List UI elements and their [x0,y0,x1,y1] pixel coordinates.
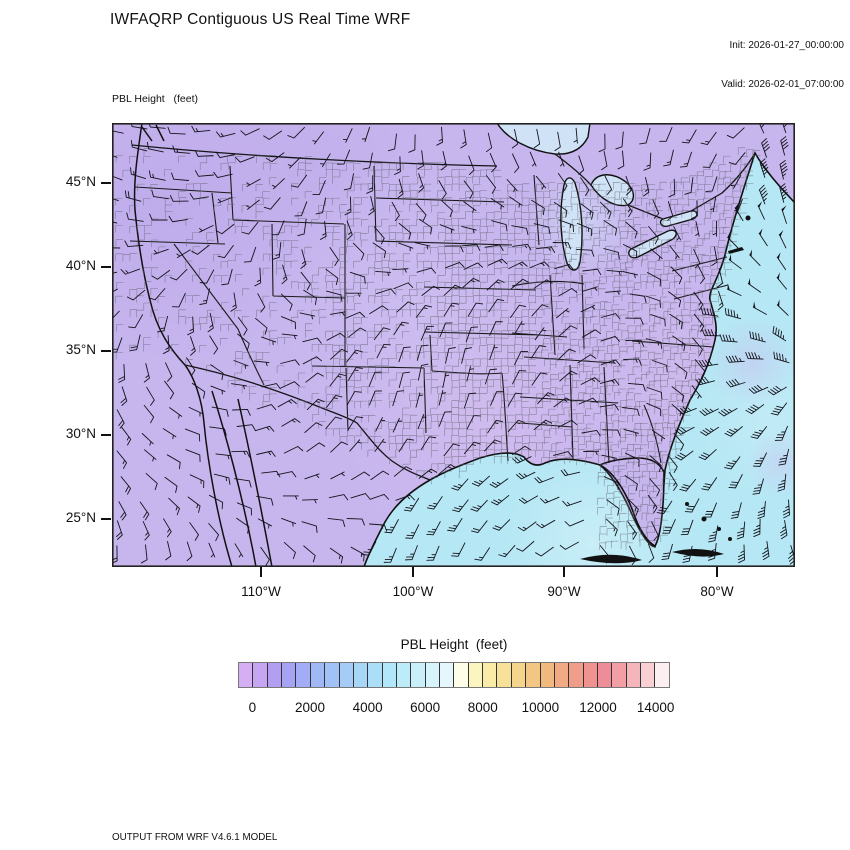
colorbar-cell [526,663,541,687]
colorbar-tick-label: 4000 [352,700,383,715]
lon-tick-label: 110°W [241,584,281,599]
colorbar-cell [353,663,369,687]
lat-tick-label: 40°N [65,258,96,273]
colorbar-cell [612,663,627,687]
footer-model-line: OUTPUT FROM WRF V4.6.1 MODEL [112,831,278,843]
colorbar-cell [296,663,311,687]
map-border [112,123,796,567]
lat-tick-label: 30°N [65,426,96,441]
colorbar-cell [325,663,340,687]
field-label-pbl-height: PBL Height (feet) [112,93,198,105]
init-time-label: Init: 2026-01-27_00:00:00 [729,40,844,51]
colorbar-cell [511,663,527,687]
colorbar-cell [554,663,570,687]
colorbar-cell [626,663,642,687]
conus-map [12,43,796,573]
colorbar-cell [396,663,412,687]
colorbar-cell [440,663,455,687]
wind-barbs-layer [97,113,796,566]
lon-tick-label: 80°W [700,584,734,599]
colorbar-cell [253,663,268,687]
colorbar-tick-label: 2000 [294,700,326,715]
colorbar-cell [454,663,469,687]
colorbar-cell [483,663,498,687]
colorbar-cell [497,663,512,687]
colorbar-cell [425,663,441,687]
valid-time-label: Valid: 2026-02-01_07:00:00 [721,79,844,90]
lon-tick-mark [260,567,262,577]
model-footer: OUTPUT FROM WRF V4.6.1 MODEL WE = 580 ; … [112,806,497,850]
colorbar-title: PBL Height (feet) [400,637,508,652]
colorbar-tick-label: 14000 [636,700,675,715]
colorbar-cell [655,663,669,687]
lon-tick-mark [412,567,414,577]
lon-tick-label: 100°W [392,584,434,599]
lon-tick-mark [563,567,565,577]
lat-tick-label: 45°N [65,174,96,189]
colorbar-tick-label: 6000 [410,700,441,715]
lon-tick-mark [716,567,718,577]
colorbar-cell [597,663,613,687]
canada-border [131,144,756,220]
colorbar-cell [411,663,426,687]
colorbar-cell [239,663,254,687]
colorbar-tick-label: 12000 [579,700,617,715]
lat-tick-mark [101,518,111,520]
lat-tick-label: 35°N [65,342,96,357]
colorbar-tick-labels: 0 2000 4000 6000 8000 10000 12000 14000 [0,700,850,720]
colorbar-cell [540,663,555,687]
pacific-coastline [133,122,273,568]
colorbar-cell [282,663,297,687]
colorbar-tick-label: 8000 [467,700,498,715]
lat-tick-mark [101,266,111,268]
run-times: Init: 2026-01-27_00:00:00 Valid: 2026-02… [721,13,844,117]
colorbar-cell [368,663,383,687]
lat-tick-mark [101,182,111,184]
state-borders [129,165,729,464]
colorbar-cell [339,663,354,687]
lat-tick-mark [101,350,111,352]
page-title: IWFAQRP Contiguous US Real Time WRF [110,11,411,28]
colorbar-cell [468,663,484,687]
colorbar-cell [583,663,598,687]
colorbar [238,662,670,688]
colorbar-cell [641,663,656,687]
colorbar-tick-label: 0 [248,700,257,715]
colorbar-cell [267,663,283,687]
colorbar-tick-label: 10000 [521,700,560,715]
colorbar-cell [310,663,326,687]
colorbar-cell [569,663,584,687]
lat-tick-mark [101,434,111,436]
lon-tick-label: 90°W [547,584,581,599]
county-lines-layer [115,147,761,550]
lat-tick-label: 25°N [65,510,96,525]
colorbar-cell [382,663,397,687]
